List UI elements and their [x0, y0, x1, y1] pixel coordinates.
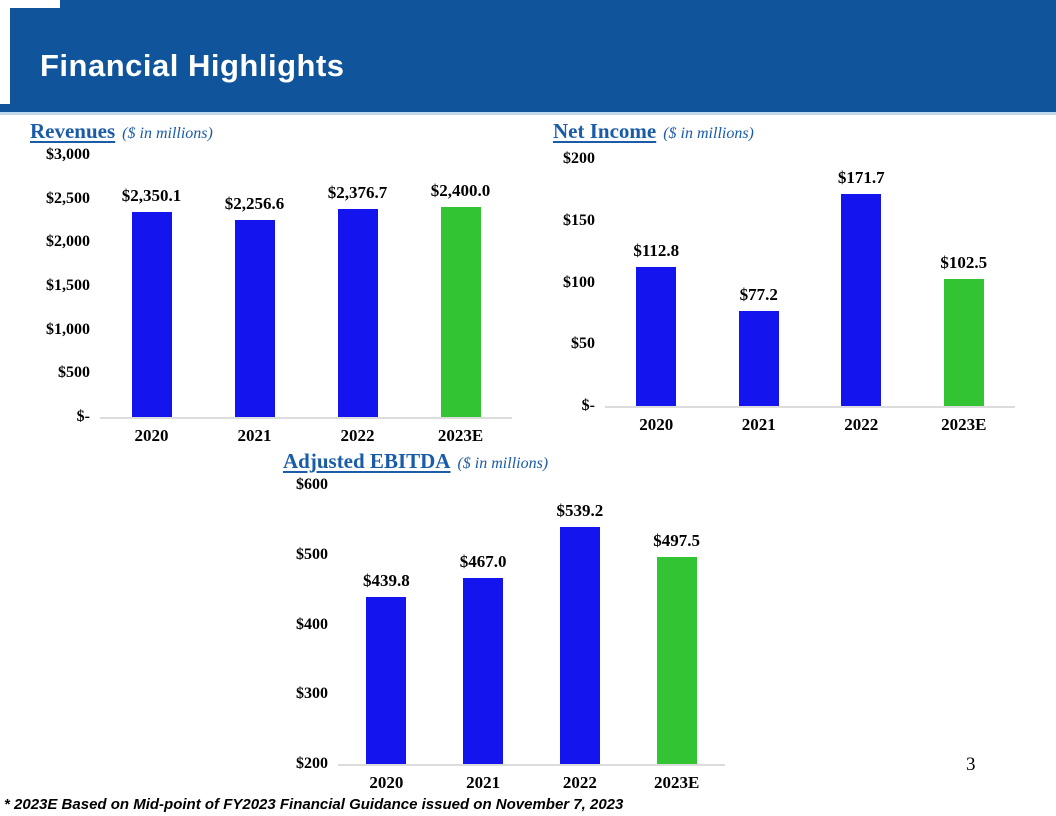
- y-axis-tick: $400: [296, 615, 328, 633]
- bar-group-2020: $439.8: [338, 485, 435, 764]
- y-axis-tick: $2,000: [46, 233, 90, 251]
- header-bar: [0, 0, 1056, 112]
- bar-value-label: $439.8: [363, 570, 410, 590]
- plot: $112.8 $77.2 $171.7 $102.5: [605, 159, 1015, 408]
- bar: [337, 209, 378, 417]
- bar-value-label: $497.5: [653, 530, 700, 550]
- chart-title-row: Revenues ($ in millions): [30, 119, 512, 151]
- net-income-chart: Net Income ($ in millions) $200 $150 $100 $5…: [553, 119, 1015, 435]
- chart-plot-area: $3,000 $2,500 $2,000 $1,500 $1,000 $500 $- $2,…: [30, 146, 512, 446]
- bar-value-label: $171.7: [837, 167, 885, 187]
- chart-title-row: Adjusted EBITDA ($ in millions): [283, 449, 725, 481]
- y-axis-tick: $600: [296, 476, 328, 493]
- x-axis-label: 2021: [741, 415, 776, 434]
- chart-title: Adjusted EBITDA: [283, 449, 451, 473]
- plot: $439.8 $467.0 $539.2 $497.5: [338, 485, 725, 766]
- bar-group-2020: $112.8: [605, 159, 708, 406]
- header-underline: [0, 112, 1056, 115]
- x-axis-label: 2022: [340, 426, 375, 445]
- bar: [463, 577, 504, 764]
- x-axis-label: 2023E: [653, 773, 700, 792]
- bar: [440, 207, 481, 417]
- x-axis-label: 2023E: [437, 426, 484, 445]
- bar-group-2023E: $2,400.0: [409, 155, 512, 417]
- chart-subtitle: ($ in millions): [122, 125, 213, 142]
- y-axis-tick: $50: [571, 335, 595, 353]
- x-axis-labels: 2020 2021 2022 2023E: [100, 426, 512, 446]
- y-axis-tick: $-: [581, 397, 595, 414]
- x-axis-label: 2021: [466, 773, 501, 792]
- y-axis-tick: $-: [76, 408, 90, 425]
- chart-subtitle: ($ in millions): [457, 455, 549, 472]
- bar-value-label: $467.0: [459, 551, 507, 571]
- x-axis-label: 2022: [844, 415, 879, 434]
- bar-group-2020: $2,350.1: [100, 155, 203, 417]
- bar-value-label: $2,350.1: [121, 185, 182, 205]
- bar-value-label: $2,400.0: [430, 181, 491, 201]
- footnote: * 2023E Based on Mid-point of FY2023 Fin…: [4, 796, 624, 813]
- y-axis-tick: $300: [296, 685, 328, 703]
- bar-group-2022: $539.2: [532, 485, 629, 764]
- bar-value-label: $2,256.6: [224, 193, 285, 213]
- bar: [636, 266, 677, 406]
- y-axis-tick: $500: [58, 364, 90, 382]
- bar-group-2022: $2,376.7: [306, 155, 409, 417]
- y-axis-tick: $3,000: [46, 146, 90, 163]
- plot: $2,350.1 $2,256.6 $2,376.7 $2,400.0: [100, 155, 512, 419]
- y-axis-tick: $100: [563, 273, 595, 291]
- y-axis: $200 $150 $100 $50 $-: [553, 150, 605, 414]
- x-axis-label: 2020: [369, 773, 404, 792]
- bar-value-label: $102.5: [940, 253, 988, 273]
- bar-group-2021: $77.2: [708, 159, 811, 406]
- bar: [131, 211, 172, 417]
- bar-value-label: $2,376.7: [327, 183, 388, 203]
- x-axis-label: 2020: [639, 415, 674, 434]
- bar-group-2023E: $102.5: [913, 159, 1016, 406]
- y-axis-tick: $1,000: [46, 320, 90, 338]
- chart-subtitle: ($ in millions): [663, 125, 754, 142]
- bar-group-2022: $171.7: [810, 159, 913, 406]
- y-axis-tick: $2,500: [46, 189, 90, 207]
- bar: [943, 279, 984, 406]
- y-axis-tick: $200: [296, 755, 328, 772]
- bar-group-2023E: $497.5: [628, 485, 725, 764]
- chart-plot-area: $600 $500 $400 $300 $200 $439.8 $467.0 $539.2 $…: [283, 476, 725, 793]
- x-axis-label: 2023E: [941, 415, 987, 434]
- y-axis-tick: $1,500: [46, 277, 90, 294]
- chart-title: Revenues: [30, 119, 116, 143]
- bar: [738, 310, 779, 406]
- x-axis-labels: 2020 2021 2022 2023E: [338, 773, 725, 793]
- bar: [234, 219, 275, 417]
- bar-group-2021: $467.0: [435, 485, 532, 764]
- y-axis-tick: $200: [563, 150, 595, 167]
- y-axis: $3,000 $2,500 $2,000 $1,500 $1,000 $500 $-: [30, 146, 100, 425]
- x-axis-label: 2020: [134, 426, 169, 445]
- x-axis-labels: 2020 2021 2022 2023E: [605, 415, 1015, 435]
- y-axis-tick: $150: [563, 211, 595, 229]
- x-axis-label: 2022: [562, 773, 597, 792]
- bar-value-label: $539.2: [556, 501, 604, 521]
- bar-group-2021: $2,256.6: [203, 155, 306, 417]
- chart-title: Net Income: [553, 119, 657, 143]
- x-axis-label: 2021: [237, 426, 272, 445]
- header-corner-notch: [0, 0, 10, 104]
- y-axis-tick: $500: [296, 545, 328, 563]
- page-number: 3: [966, 754, 976, 775]
- bar-value-label: $112.8: [633, 240, 680, 260]
- bar: [656, 556, 697, 764]
- bar: [366, 596, 407, 764]
- y-axis: $600 $500 $400 $300 $200: [283, 476, 338, 772]
- header-corner-notch-top: [10, 0, 60, 8]
- revenues-chart: Revenues ($ in millions) $3,000 $2,500 $2,0…: [30, 119, 512, 446]
- adjusted-ebitda-chart: Adjusted EBITDA ($ in millions) $600 $500 $…: [283, 449, 725, 793]
- bar: [559, 527, 600, 764]
- bar: [841, 193, 882, 406]
- slide-title: Financial Highlights: [40, 48, 345, 83]
- bar-value-label: $77.2: [739, 284, 778, 304]
- chart-plot-area: $200 $150 $100 $50 $- $112.8 $77.2 $171.7 $102.…: [553, 150, 1015, 435]
- chart-title-row: Net Income ($ in millions): [553, 119, 1015, 151]
